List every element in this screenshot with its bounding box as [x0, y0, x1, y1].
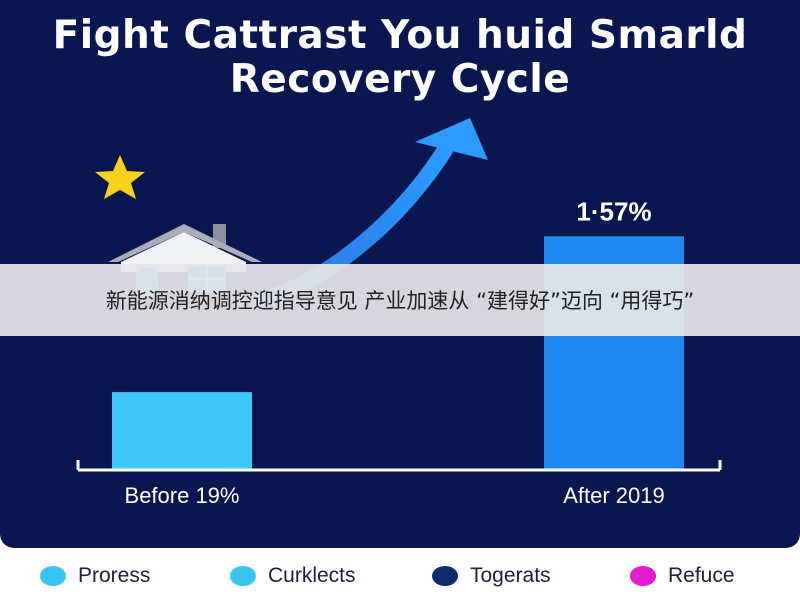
caption-banner: 新能源消纳调控迎指导意见 产业加速从 “建得好”迈向 “用得巧” [0, 264, 800, 336]
x-axis [76, 460, 722, 472]
legend-swatch [432, 566, 458, 586]
legend-label: Refuce [668, 564, 735, 587]
x-tick-label: Before 19% [125, 483, 240, 508]
x-tick-label: After 2019 [563, 483, 665, 508]
caption-text: 新能源消纳调控迎指导意见 产业加速从 “建得好”迈向 “用得巧” [105, 289, 695, 313]
chart-title: Fight Cattrast You huid Smarld Recovery … [52, 13, 748, 102]
legend-label: Curklects [268, 564, 356, 587]
legend-item: Proress [40, 560, 150, 592]
legend-swatch [630, 566, 656, 586]
legend-label: Proress [78, 564, 151, 587]
chart-legend: Proress Curklects Togerats Refuce [0, 560, 800, 592]
legend-item: Refuce [630, 560, 735, 592]
star-icon [95, 155, 145, 199]
legend-item: Togerats [432, 560, 551, 592]
legend-label: Togerats [470, 564, 551, 587]
data-label: 1·57% [576, 196, 651, 226]
bar [112, 392, 252, 470]
legend-item: Curklects [230, 560, 356, 592]
legend-swatch [40, 566, 66, 586]
legend-swatch [230, 566, 256, 586]
